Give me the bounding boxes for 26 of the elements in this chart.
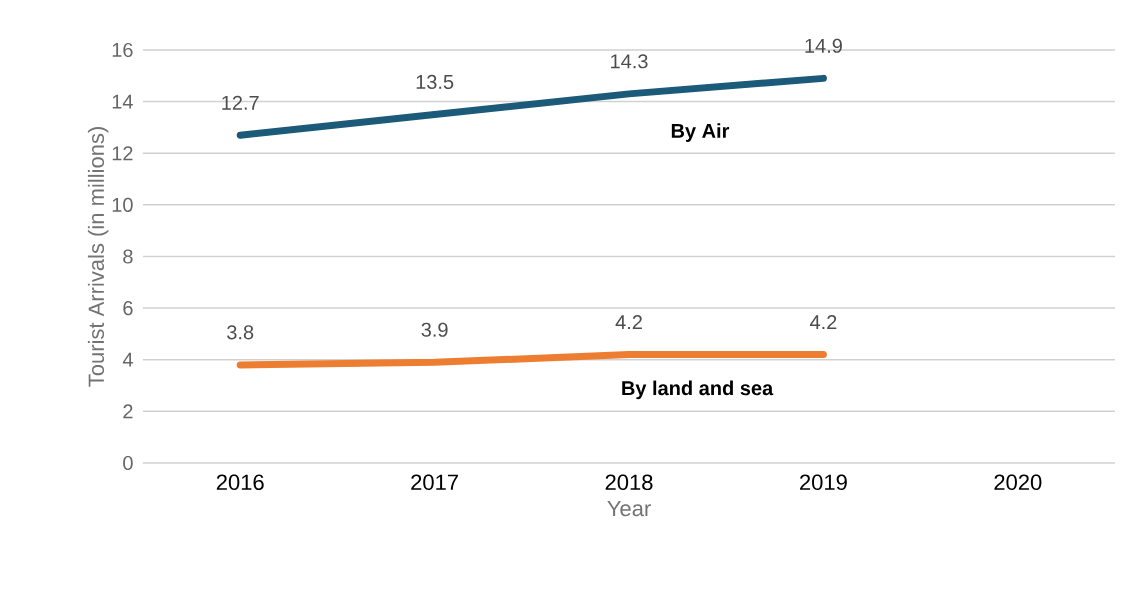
y-axis-title: Tourist Arrivals (in millions) [87, 127, 109, 387]
x-tick-label: 2018 [605, 474, 653, 491]
data-label: 13.5 [416, 74, 454, 89]
y-tick-label: 10 [112, 197, 133, 212]
data-label: 4.2 [615, 315, 642, 330]
data-label: 3.8 [227, 325, 254, 340]
series-label: By Air [671, 123, 730, 142]
series-label: By land and sea [622, 380, 774, 400]
data-label: 3.9 [421, 322, 448, 337]
y-tick-label: 4 [122, 352, 133, 367]
data-label: 14.9 [805, 38, 842, 53]
y-tick-label: 14 [112, 94, 133, 109]
data-label: 14.3 [611, 54, 648, 69]
x-tick-label: 2016 [216, 474, 264, 491]
x-tick-label: 2017 [411, 474, 458, 491]
y-tick-label: 6 [123, 301, 133, 316]
x-tick-label: 2020 [994, 474, 1042, 491]
x-axis-title: Year [607, 500, 651, 517]
y-tick-label: 0 [123, 455, 133, 471]
data-label: 4.2 [809, 315, 837, 330]
y-tick-label: 2 [123, 404, 133, 419]
y-tick-label: 12 [112, 146, 133, 161]
data-label: 12.7 [222, 95, 259, 110]
x-tick-label: 2019 [800, 474, 847, 491]
y-tick-label: 16 [112, 42, 133, 58]
y-tick-label: 8 [123, 249, 133, 264]
